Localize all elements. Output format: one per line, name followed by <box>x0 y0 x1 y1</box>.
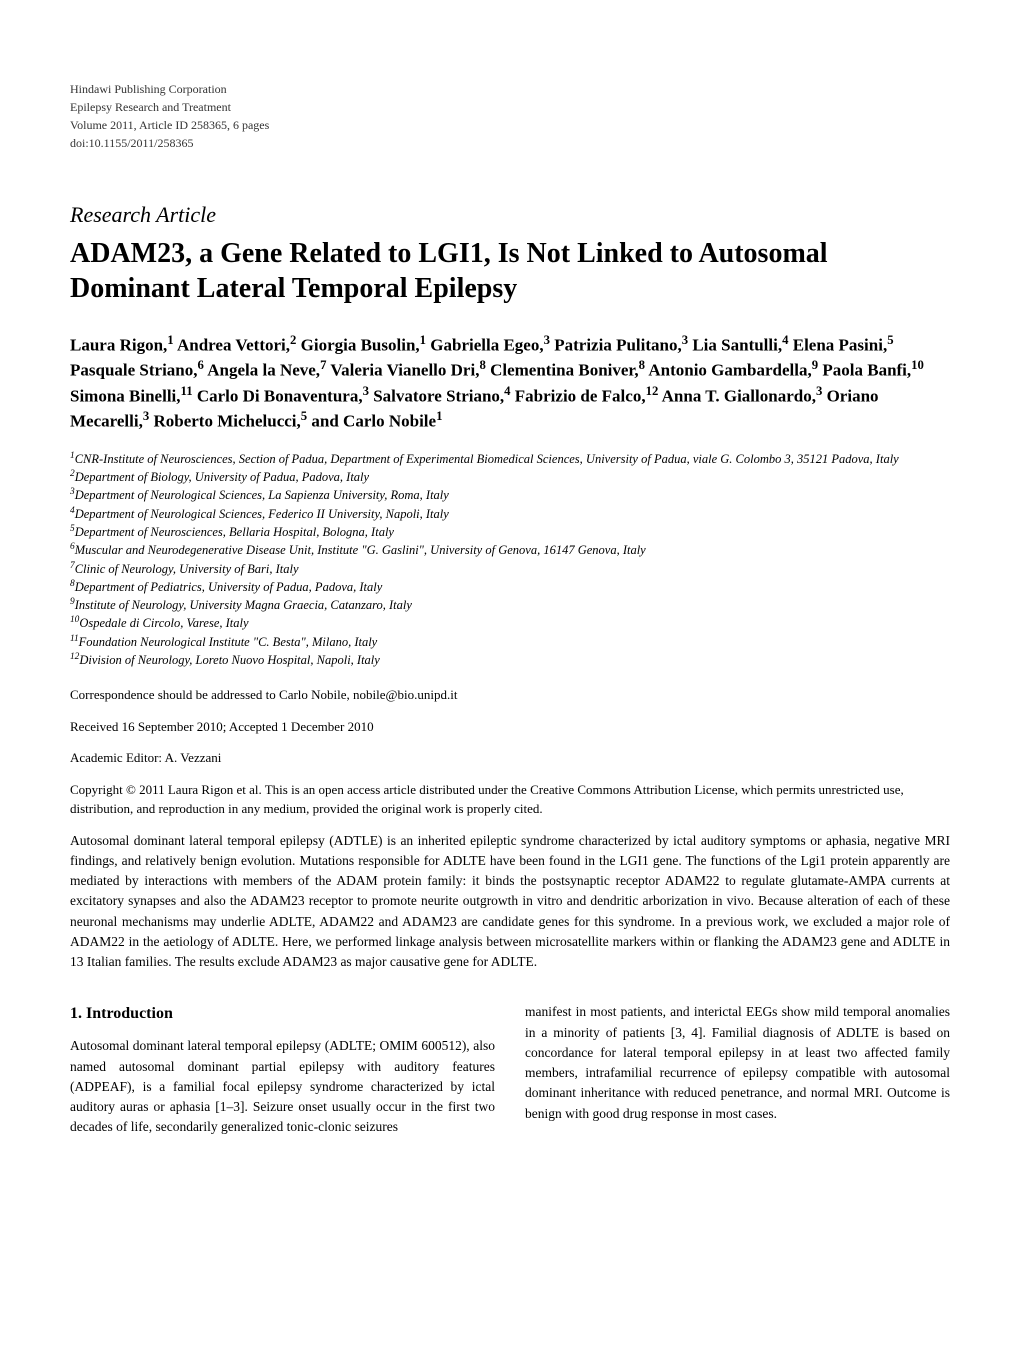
intro-paragraph-left: Autosomal dominant lateral temporal epil… <box>70 1036 495 1137</box>
affiliation-3: 3Department of Neurological Sciences, La… <box>70 486 950 504</box>
affiliations-list: 1CNR-Institute of Neurosciences, Section… <box>70 450 950 669</box>
article-type: Research Article <box>70 202 950 228</box>
column-right: manifest in most patients, and intericta… <box>525 1002 950 1137</box>
publisher-volume: Volume 2011, Article ID 258365, 6 pages <box>70 116 950 134</box>
affiliation-12: 12Division of Neurology, Loreto Nuovo Ho… <box>70 651 950 669</box>
affiliation-11: 11Foundation Neurological Institute "C. … <box>70 633 950 651</box>
affiliation-8: 8Department of Pediatrics, University of… <box>70 578 950 596</box>
authors-list: Laura Rigon,1 Andrea Vettori,2 Giorgia B… <box>70 332 950 434</box>
affiliation-4: 4Department of Neurological Sciences, Fe… <box>70 505 950 523</box>
correspondence: Correspondence should be addressed to Ca… <box>70 685 950 705</box>
affiliation-5: 5Department of Neurosciences, Bellaria H… <box>70 523 950 541</box>
affiliation-1: 1CNR-Institute of Neurosciences, Section… <box>70 450 950 468</box>
affiliation-7: 7Clinic of Neurology, University of Bari… <box>70 560 950 578</box>
column-left: 1. Introduction Autosomal dominant later… <box>70 1002 495 1137</box>
dates-received-accepted: Received 16 September 2010; Accepted 1 D… <box>70 717 950 737</box>
publisher-info: Hindawi Publishing Corporation Epilepsy … <box>70 80 950 152</box>
copyright-notice: Copyright © 2011 Laura Rigon et al. This… <box>70 780 950 819</box>
publisher-doi: doi:10.1155/2011/258365 <box>70 134 950 152</box>
affiliation-9: 9Institute of Neurology, University Magn… <box>70 596 950 614</box>
affiliation-10: 10Ospedale di Circolo, Varese, Italy <box>70 614 950 632</box>
affiliation-2: 2Department of Biology, University of Pa… <box>70 468 950 486</box>
article-title: ADAM23, a Gene Related to LGI1, Is Not L… <box>70 236 950 306</box>
publisher-corporation: Hindawi Publishing Corporation <box>70 80 950 98</box>
affiliation-6: 6Muscular and Neurodegenerative Disease … <box>70 541 950 559</box>
section-heading-introduction: 1. Introduction <box>70 1002 495 1026</box>
body-two-column: 1. Introduction Autosomal dominant later… <box>70 1002 950 1137</box>
abstract-text: Autosomal dominant lateral temporal epil… <box>70 831 950 973</box>
academic-editor: Academic Editor: A. Vezzani <box>70 748 950 768</box>
intro-paragraph-right: manifest in most patients, and intericta… <box>525 1002 950 1124</box>
publisher-journal: Epilepsy Research and Treatment <box>70 98 950 116</box>
